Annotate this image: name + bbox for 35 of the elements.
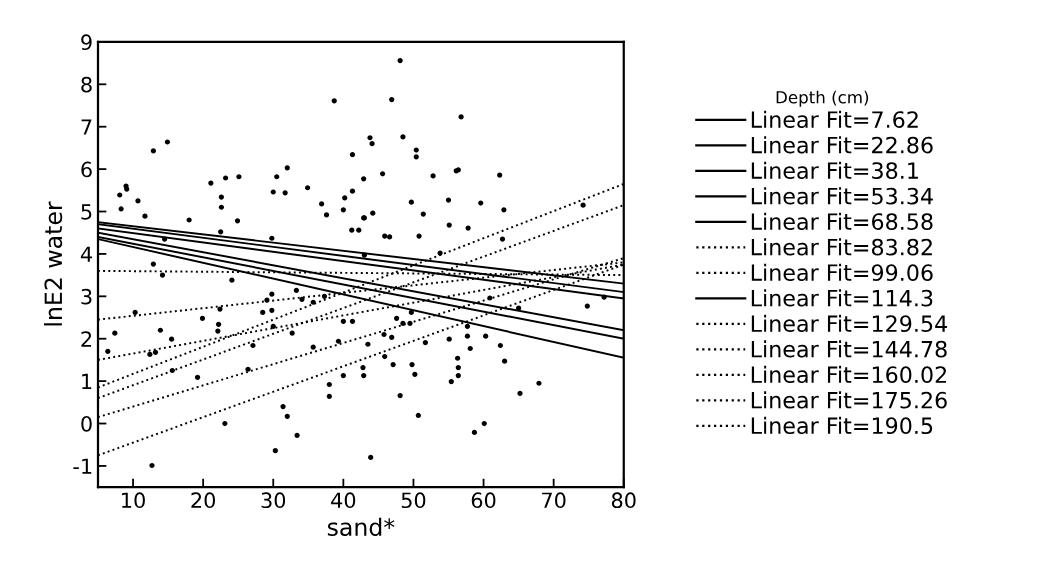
legend-label: Linear Fit=114.3: [751, 289, 933, 307]
y-tick-label: 1: [82, 373, 92, 390]
legend-label: Linear Fit=190.5: [751, 416, 933, 435]
y-tick-label: 2: [81, 331, 92, 347]
x-axis-title: sand*: [327, 517, 395, 536]
legend-label: Linear Fit=144.78: [751, 340, 947, 358]
y-tick-label: 7: [81, 119, 92, 135]
y-tick-label: 8: [81, 76, 92, 93]
legend-label: Linear Fit=129.54: [751, 314, 947, 333]
y-tick-label: 4: [80, 246, 92, 262]
legend-label: Linear Fit=53.34: [751, 187, 933, 205]
legend-label: Linear Fit=7.62: [751, 110, 918, 128]
x-tick-label: 40: [331, 492, 356, 509]
y-tick-label: -1: [73, 458, 92, 474]
legend-label: Linear Fit=160.02: [751, 365, 946, 384]
legend-title: Depth (cm): [776, 90, 869, 107]
x-tick-label: 10: [122, 492, 145, 509]
y-tick-label: 5: [81, 204, 92, 220]
y-tick-label: 9: [81, 34, 92, 51]
y-tick-label: 3: [81, 288, 92, 305]
y-axis-title: lnE2 water: [43, 201, 63, 326]
x-tick-label: 70: [542, 492, 566, 509]
legend-label: Linear Fit=22.86: [751, 136, 933, 154]
y-tick-label: 0: [81, 415, 92, 432]
legend-label: Linear Fit=83.82: [751, 238, 932, 256]
x-tick-label: 30: [261, 492, 286, 509]
y-tick-label: 6: [81, 161, 92, 178]
x-tick-label: 60: [471, 492, 496, 509]
legend-label: Linear Fit=99.06: [751, 263, 933, 282]
legend-label: Linear Fit=38.1: [751, 161, 918, 179]
x-tick-label: 20: [191, 492, 216, 509]
legend-label: Linear Fit=68.58: [751, 212, 933, 231]
legend-label: Linear Fit=175.26: [751, 391, 947, 409]
x-tick-label: 80: [611, 492, 636, 509]
x-tick-label: 50: [401, 492, 426, 509]
